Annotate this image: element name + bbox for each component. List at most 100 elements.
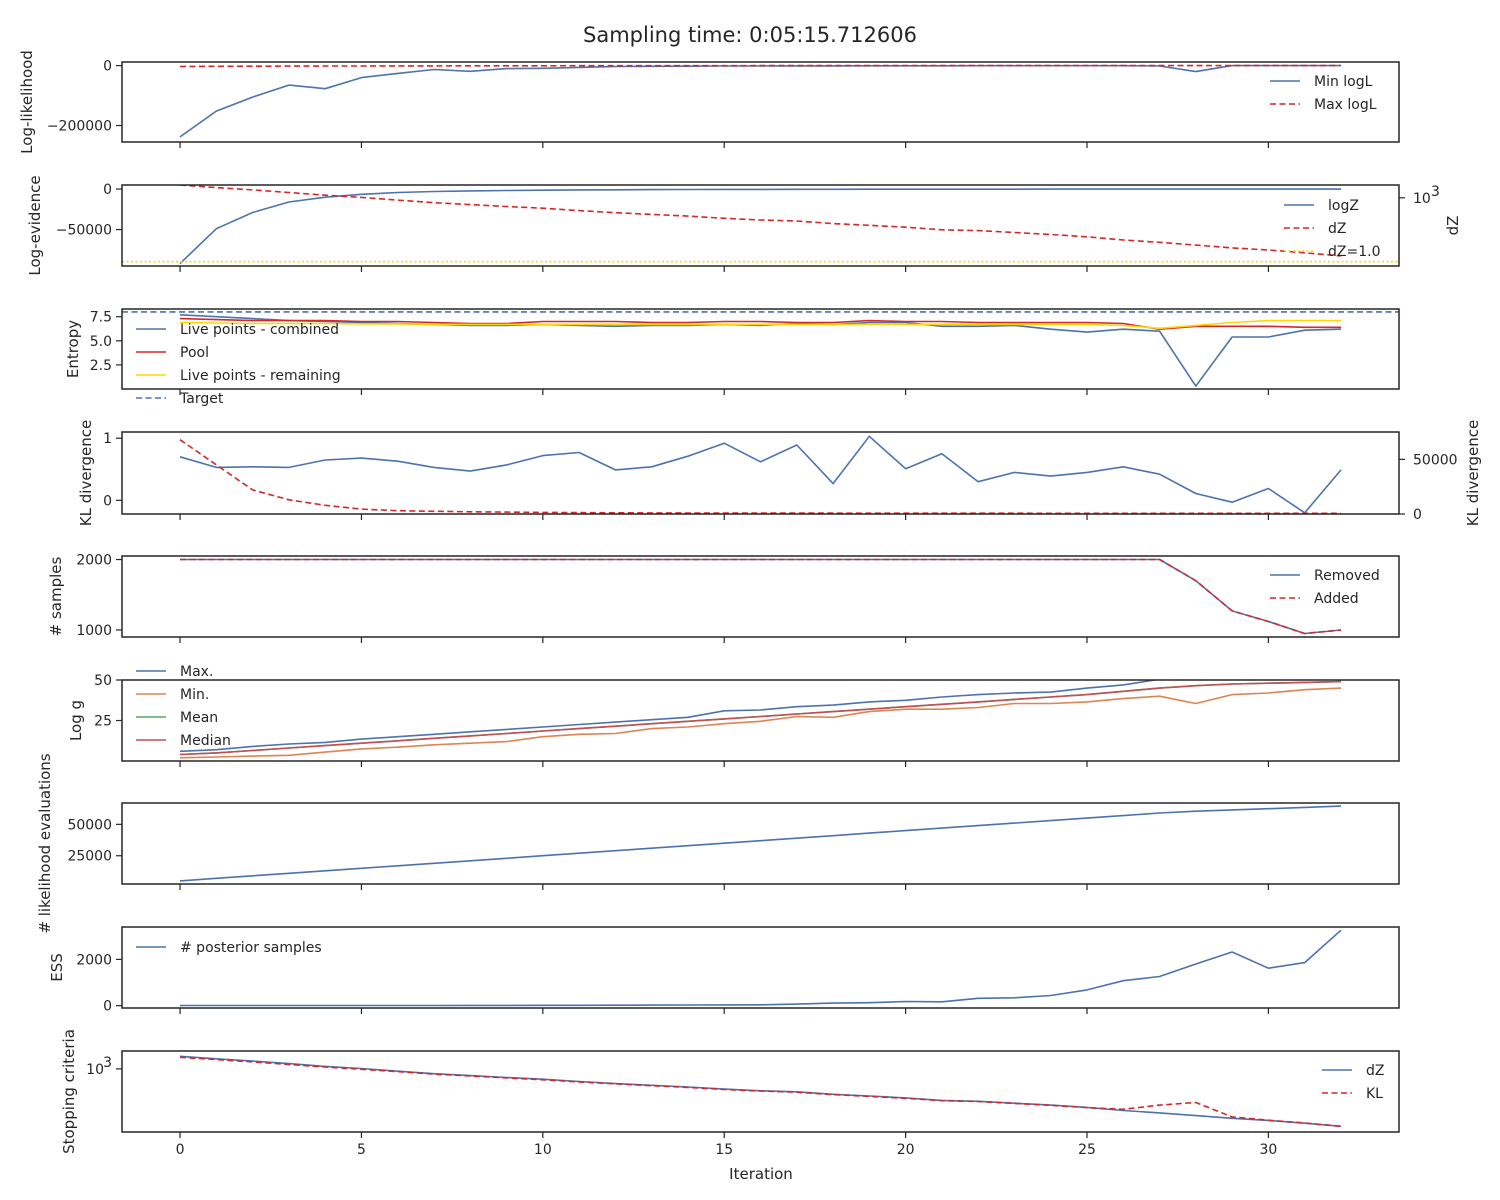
y-tick-label: 0 [103, 999, 112, 1015]
x-axis-label: Iteration [729, 1165, 793, 1183]
panel-7: 25000 50000 # likelihood evaluations [36, 753, 1400, 934]
legend-label: Pool [180, 345, 209, 361]
legend-label: # posterior samples [180, 940, 322, 956]
series-min-logl-line [179, 64, 1341, 138]
plot-area [179, 1055, 1342, 1128]
series-dz-line [179, 185, 1342, 257]
y-axis-label: ESS [48, 953, 66, 982]
right-y-axis-label: dZ [1444, 216, 1462, 236]
plot-area [122, 311, 1399, 387]
legend: logZ dZ dZ=1.0 [1284, 198, 1380, 260]
panels: 0 −200000 Log-likelihood Min logL Max logL 0 −… [18, 50, 1482, 1158]
series-max-logl-line [179, 64, 1341, 68]
panel-frame [121, 802, 1400, 885]
plot-area [179, 805, 1342, 882]
panel-1: 0 −200000 Log-likelihood Min logL Max logL [18, 50, 1400, 154]
legend-label: Live points - combined [180, 322, 339, 338]
series-kl-line [179, 1056, 1342, 1128]
right-y-tick-label: 50000 [1413, 452, 1458, 468]
plot-area [180, 558, 1342, 635]
panel-frame [121, 555, 1400, 638]
y-tick-label: 50000 [67, 817, 112, 833]
legend-label: logZ [1328, 198, 1359, 214]
y-tick-label: 0 [103, 493, 112, 509]
y-axis-label: # likelihood evaluations [36, 753, 54, 933]
legend-label: Added [1314, 591, 1359, 607]
y-tick-label: 1000 [76, 623, 112, 639]
panel-frame [121, 184, 1400, 267]
y-tick-label: 50 [94, 673, 112, 689]
series-live-points-combined-line [179, 314, 1342, 387]
legend-label: dZ=1.0 [1328, 244, 1380, 260]
y-tick-label: 2000 [76, 553, 112, 569]
legend-label: Target [179, 391, 224, 407]
x-tick-label: 30 [1259, 1142, 1277, 1158]
figure-title: Sampling time: 0:05:15.712606 [583, 23, 917, 47]
panel-8: 0 2000 ESS # posterior samples [48, 926, 1400, 1015]
right-y-tick-label: 0 [1413, 507, 1422, 523]
series-posterior-samples-line [180, 929, 1342, 1007]
y-tick-label: 0 [103, 182, 112, 198]
legend-label: Live points - remaining [180, 368, 341, 384]
legend-label: Median [180, 733, 231, 749]
right-y-tick-label: 10 [1413, 191, 1431, 207]
panel-2: 0 −50000 10 3 Log-evidence dZ logZ dZ dZ=1.0 [26, 175, 1462, 275]
legend-label: Mean [180, 710, 218, 726]
panel-frame [121, 61, 1400, 143]
y-tick-exponent: 3 [103, 1055, 112, 1071]
y-tick-label: 2.5 [90, 358, 112, 374]
series-min-line [179, 687, 1342, 759]
panel-frame [121, 679, 1400, 762]
plot-area [179, 435, 1342, 514]
series-1-line [179, 805, 1342, 882]
y-tick-label: −200000 [47, 119, 112, 135]
legend-label: dZ [1328, 221, 1346, 237]
y-tick-label: 0 [103, 59, 112, 75]
series-1-line [179, 435, 1342, 514]
panel-3: 2.5 5.0 7.5 Entropy Live points - combined Po… [64, 308, 1400, 407]
legend: Removed Added [1270, 568, 1380, 607]
y-axis-label: Entropy [64, 320, 82, 378]
legend-label: Min. [180, 687, 209, 703]
x-tick-label: 5 [357, 1142, 366, 1158]
x-tick-label: 0 [176, 1142, 185, 1158]
panel-frame [121, 431, 1400, 515]
y-tick-label: 25 [94, 714, 112, 730]
legend-label: Removed [1314, 568, 1380, 584]
x-tick-label: 25 [1078, 1142, 1096, 1158]
plot-area [122, 185, 1399, 265]
plot-area [180, 929, 1342, 1007]
right-y-tick-exponent: 3 [1431, 184, 1440, 200]
legend: # posterior samples [136, 940, 322, 956]
panel-6: 25 50 Log g Max. Min. Mean Median [67, 664, 1400, 767]
series-removed-line [180, 558, 1342, 635]
legend: Live points - combined Pool Live points - … [136, 322, 341, 407]
panel-frame [121, 308, 1400, 390]
legend-label: Max. [180, 664, 213, 680]
legend: Max. Min. Mean Median [136, 664, 231, 749]
legend-label: Max logL [1314, 97, 1377, 113]
x-tick-label: 15 [715, 1142, 733, 1158]
y-tick-label: 5.0 [90, 334, 112, 350]
panel-frame [121, 926, 1400, 1009]
legend-label: Min logL [1314, 74, 1373, 90]
y-axis-label: Stopping criteria [60, 1029, 78, 1154]
series-2-line [179, 439, 1341, 514]
y-tick-label: 25000 [67, 849, 112, 865]
y-tick-label: 10 [86, 1062, 104, 1078]
legend: Min logL Max logL [1270, 74, 1377, 113]
y-axis-label: Log g [67, 700, 85, 741]
y-tick-label: 1 [103, 431, 112, 447]
x-tick-label: 10 [534, 1142, 552, 1158]
y-axis-label: Log-likelihood [18, 50, 36, 154]
y-tick-label: 7.5 [90, 310, 112, 326]
panel-4: 0 1 0 50000 KL divergence KL divergence [77, 420, 1482, 526]
series-median-line [179, 680, 1342, 756]
y-axis-label: KL divergence [77, 420, 95, 526]
legend-label: dZ [1366, 1063, 1384, 1079]
series-added-line [180, 558, 1342, 635]
panel-frame [121, 1050, 1400, 1133]
legend: dZ KL [1322, 1063, 1384, 1102]
